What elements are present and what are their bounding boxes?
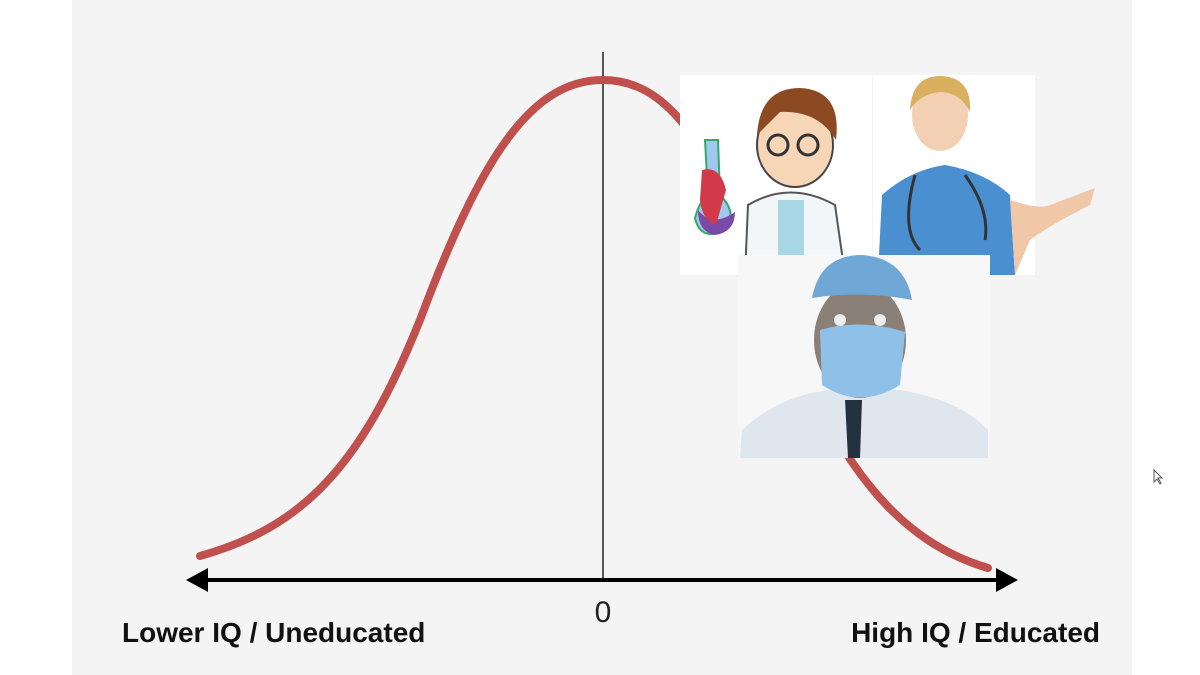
doctor-image: [738, 255, 990, 458]
left-label: Lower IQ / Uneducated: [122, 617, 425, 648]
x-axis: [186, 568, 1018, 592]
nurse-image: [873, 75, 1095, 275]
scientist-image: [680, 75, 872, 276]
origin-label: 0: [595, 596, 612, 629]
mouse-cursor: [1153, 468, 1164, 485]
right-label: High IQ / Educated: [851, 617, 1100, 648]
